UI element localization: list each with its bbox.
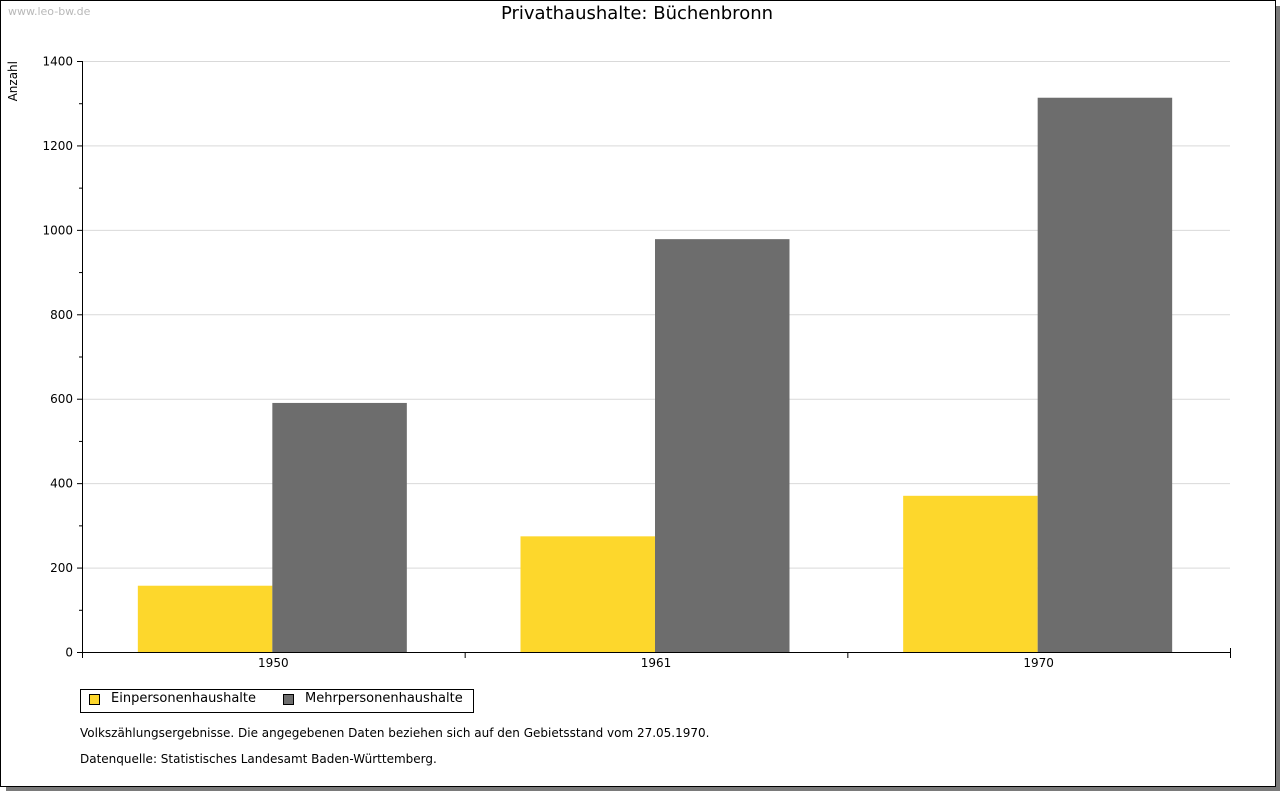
y-tick-label: 600: [50, 392, 73, 406]
y-tick-label: 0: [65, 646, 73, 660]
source-note: Datenquelle: Statistisches Landesamt Bad…: [80, 752, 437, 766]
x-tick-label: 1950: [258, 656, 289, 670]
legend-swatch-einpersonenhaushalte: [89, 694, 100, 705]
chart-title: Privathaushalte: Büchenbronn: [500, 3, 774, 24]
y-axis-title: Anzahl: [6, 61, 20, 101]
census-note: Volkszählungsergebnisse. Die angegebenen…: [80, 726, 710, 740]
legend-swatch-mehrpersonenhaushalte: [283, 694, 294, 705]
bar-mehrpersonenhaushalte-1950: [272, 402, 407, 652]
y-tick-label: 1200: [42, 139, 73, 153]
y-tick-label: 200: [50, 561, 73, 575]
y-tick-label: 800: [50, 308, 73, 322]
legend-label-mehrpersonenhaushalte: Mehrpersonenhaushalte: [305, 691, 463, 706]
y-tick-label: 400: [50, 477, 73, 491]
bar-einpersonenhaushalte-1970: [903, 495, 1038, 652]
y-tick-label: 1400: [42, 55, 73, 69]
x-tick-label: 1961: [641, 656, 672, 670]
chart-legend: Einpersonenhaushalte Mehrpersonenhaushal…: [80, 689, 474, 713]
y-tick-label: 1000: [42, 223, 73, 237]
frame-shadow-right: [1276, 6, 1280, 791]
legend-label-einpersonenhaushalte: Einpersonenhaushalte: [111, 691, 256, 706]
bar-mehrpersonenhaushalte-1970: [1037, 97, 1173, 652]
watermark: www.leo-bw.de: [8, 5, 91, 18]
x-tick-label: 1970: [1023, 656, 1054, 670]
frame-shadow-bottom: [6, 787, 1280, 791]
bar-einpersonenhaushalte-1950: [137, 585, 273, 652]
bar-einpersonenhaushalte-1961: [520, 536, 655, 652]
bar-mehrpersonenhaushalte-1961: [655, 239, 790, 652]
